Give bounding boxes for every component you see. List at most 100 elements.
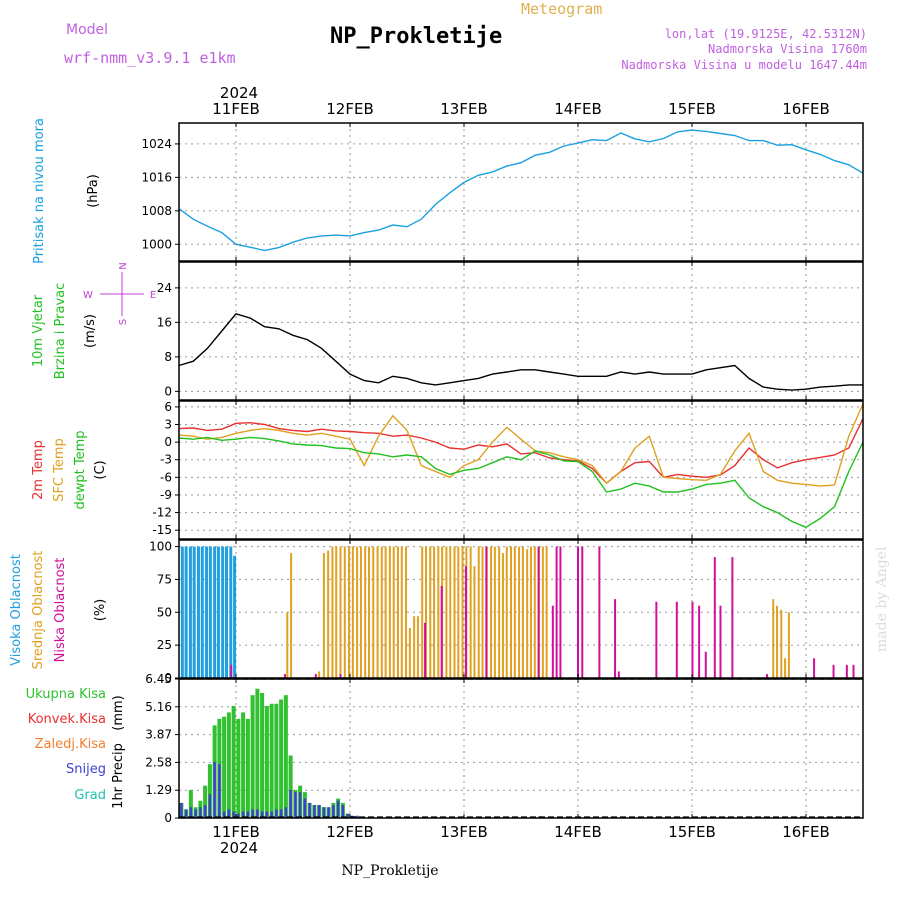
year-label-top: 2024 [220, 84, 258, 102]
precip-bar [303, 798, 307, 818]
cloud-bar [845, 664, 848, 678]
cloud-bar [376, 546, 379, 678]
cloud-bar [413, 616, 416, 678]
cloud-bar [400, 546, 403, 678]
cloud-bar [691, 601, 694, 678]
cloud-bar [184, 546, 188, 678]
cloud-bar [555, 546, 558, 678]
cloud-bar [784, 658, 787, 678]
y-tick-label: 3 [164, 417, 172, 431]
cloud-bar [388, 546, 391, 678]
altitude-label: Nadmorska Visina 1760m [708, 42, 867, 56]
cloud-bar [704, 651, 707, 678]
series-line-pritisak-na-nivou-mora [178, 129, 864, 252]
cloud-bar [510, 546, 513, 678]
cloud-bar [208, 546, 212, 678]
cloud-bar [719, 605, 722, 678]
cloud-bar [396, 546, 399, 678]
y-tick-label: -9 [160, 488, 172, 502]
cloud-bar [359, 546, 362, 678]
precip-bar [322, 807, 326, 818]
precip-bar [241, 712, 246, 818]
cloud-ylabel-mid: Srednja Oblacnost [31, 551, 46, 670]
cloud-bar [384, 546, 387, 678]
cloud-bar [598, 546, 601, 678]
precip-bar [245, 718, 250, 818]
cloud-bar [832, 664, 835, 678]
precip-bar [237, 813, 240, 818]
y-tick-label: 75 [157, 572, 172, 586]
cloud-bar [405, 546, 408, 678]
precip-legend-total: Ukupna Kisa [26, 687, 106, 702]
wind-ylabel-1: 10m Vjetar [31, 294, 46, 367]
precip-bar [308, 802, 311, 818]
cloud-bar [529, 546, 532, 678]
cloud-bar [290, 553, 293, 678]
y-tick-label: 2.58 [145, 755, 172, 769]
cloud-bar [196, 546, 200, 678]
y-tick-label: 100 [149, 540, 172, 554]
y-tick-label: -12 [152, 506, 172, 520]
cloud-bar [473, 566, 476, 678]
wind-dir-east: E [150, 290, 156, 301]
y-tick-label: 0 [164, 811, 172, 825]
cloud-bar [351, 546, 354, 678]
cloud-bar [408, 628, 411, 678]
precip-bar [313, 805, 316, 818]
y-tick-label: 16 [157, 315, 172, 329]
cloud-bar [322, 553, 325, 678]
cloud-bar [551, 605, 554, 678]
year-label-bottom: 2024 [220, 839, 258, 857]
y-tick-label: 1016 [141, 170, 172, 184]
precip-bar [251, 809, 254, 818]
precip-bar [203, 785, 208, 818]
precip-bar [222, 716, 227, 818]
precip-bar [327, 807, 330, 818]
wind-unit: (m/s) [83, 314, 98, 348]
precip-bar [284, 807, 288, 818]
precip-bar [265, 811, 269, 818]
cloud-bar [200, 546, 204, 678]
cloud-bar [283, 674, 286, 678]
precip-bar [346, 813, 349, 818]
panel-frame-precip [178, 678, 864, 819]
precip-bar [232, 811, 235, 818]
date-label-bottom: 15FEB [668, 823, 715, 841]
pressure-unit: (hPa) [86, 174, 101, 208]
precip-bar [283, 695, 288, 818]
cloud-bar [813, 658, 816, 678]
y-tick-label: 1.29 [145, 783, 172, 797]
panel-frame-pressure [178, 122, 864, 262]
series-line-dewpt-temp [178, 436, 864, 529]
wind-dir-west: W [83, 290, 93, 301]
grid-layer [179, 123, 863, 819]
cloud-bar [477, 546, 480, 678]
date-label-bottom: 11FEB [212, 823, 259, 841]
cloud-bar [213, 546, 217, 678]
precip-bar [250, 695, 255, 818]
series-line-2m-temp [178, 418, 864, 485]
cloud-bar [481, 546, 484, 678]
cloud-bar [787, 612, 790, 678]
precip-bar [269, 703, 274, 818]
precip-bar [236, 718, 241, 818]
cloud-bar [457, 546, 460, 678]
cloud-bar [348, 546, 351, 678]
precip-bar [184, 809, 188, 818]
cloud-bar [513, 546, 516, 678]
coords-label: lon,lat (19.9125E, 42.5312N) [665, 27, 867, 41]
y-tick-label: 6.45 [145, 672, 172, 686]
cloud-bar [433, 546, 436, 678]
y-tick-label: 50 [157, 605, 172, 619]
precip-unit: (mm) [111, 695, 126, 730]
panel-frame-cloud [178, 539, 864, 679]
cloud-bar [188, 546, 192, 678]
cloud-bar [221, 546, 225, 678]
date-label-top: 16FEB [782, 100, 829, 118]
y-tick-label: 1024 [141, 137, 172, 151]
y-tick-label: 0 [164, 435, 172, 449]
precip-bar [226, 712, 231, 818]
cloud-ylabel-low: Niska Oblacnost [53, 558, 68, 663]
date-label-top: 11FEB [212, 100, 259, 118]
